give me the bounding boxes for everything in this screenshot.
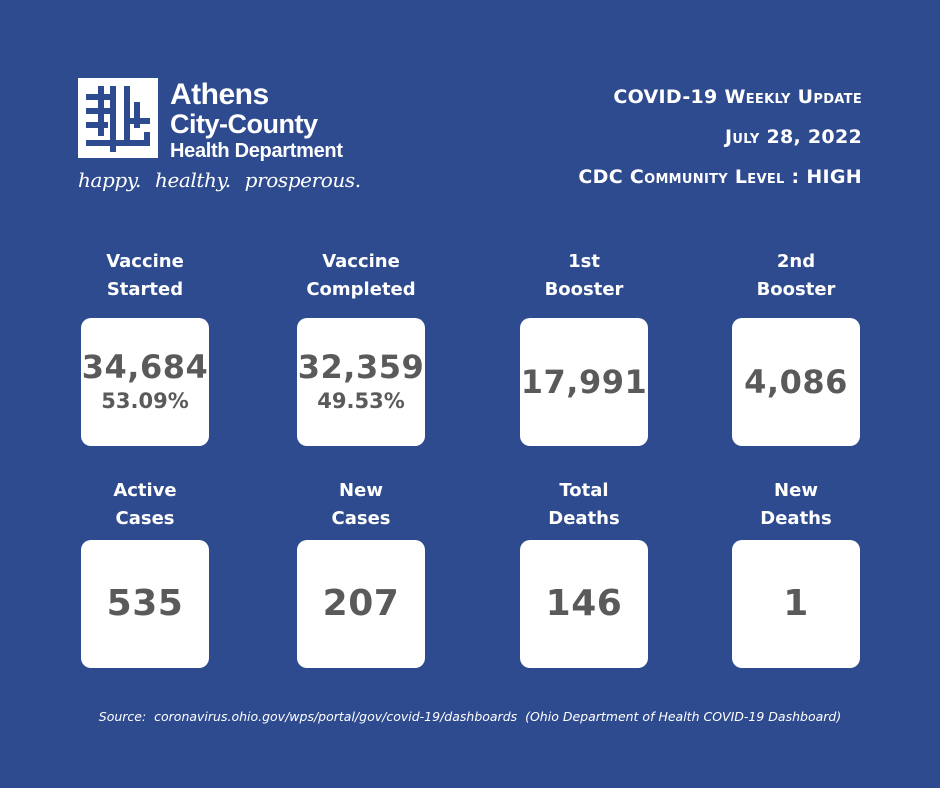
stat-label: New Cases: [331, 480, 391, 529]
stat-label: 1st Booster: [544, 251, 624, 300]
update-header: COVID-19 Weekly Update July 28, 2022 CDC…: [578, 82, 862, 202]
stat-value: 146: [545, 583, 623, 624]
stat-card: 34,684 53.09%: [81, 318, 209, 446]
stat-label: Vaccine Started: [106, 251, 184, 300]
stat-label: 2nd Booster: [756, 251, 836, 300]
org-name-line-3: Health Department: [170, 140, 343, 162]
community-level: CDC Community Level : HIGH: [578, 166, 862, 188]
logo: Athens City-County Health Department: [78, 78, 368, 198]
health-department-logo-icon: [78, 78, 158, 158]
stat-card: 1: [732, 540, 860, 668]
organization-name: Athens City-County Health Department: [170, 78, 343, 162]
org-name-line-1: Athens: [170, 78, 269, 111]
stat-card: 207: [297, 540, 425, 668]
stat-value: 32,359: [297, 348, 425, 386]
stat-card: 146: [520, 540, 648, 668]
stat-card: 32,359 49.53%: [297, 318, 425, 446]
stat-label: Total Deaths: [548, 480, 620, 529]
stat-value: 535: [106, 583, 184, 624]
stat-value: 207: [322, 583, 400, 624]
stat-percent: 53.09%: [101, 389, 189, 413]
source-note: Source: coronavirus.ohio.gov/wps/portal/…: [98, 709, 842, 724]
stat-card: 17,991: [520, 318, 648, 446]
stat-label: Vaccine Completed: [306, 251, 416, 300]
update-title: COVID-19 Weekly Update: [613, 86, 862, 108]
stat-card: 4,086: [732, 318, 860, 446]
org-name-line-2: City-County: [170, 109, 318, 139]
stat-value: 34,684: [81, 348, 209, 386]
stat-label: Active Cases: [113, 480, 177, 529]
stat-percent: 49.53%: [317, 389, 405, 413]
stat-card: 535: [81, 540, 209, 668]
tagline: happy. healthy. prosperous.: [78, 168, 361, 192]
stat-label: New Deaths: [760, 480, 832, 529]
stat-value: 17,991: [520, 363, 648, 401]
stat-value: 4,086: [744, 363, 848, 401]
update-date: July 28, 2022: [725, 126, 862, 148]
stat-value: 1: [783, 583, 809, 624]
